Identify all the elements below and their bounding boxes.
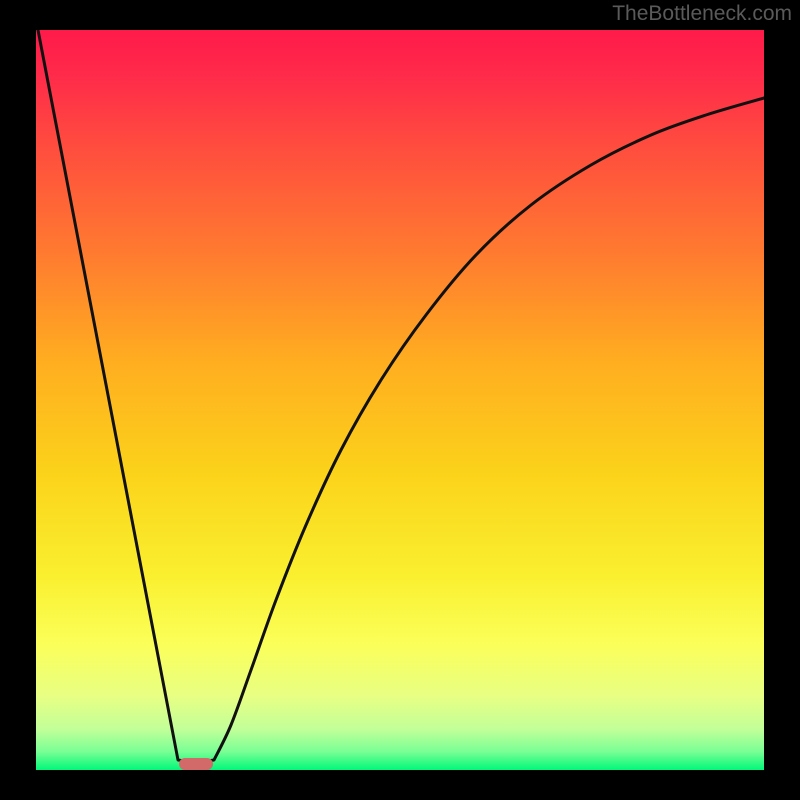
chart-plot-area (36, 30, 764, 770)
bottleneck-curve (36, 30, 764, 770)
watermark-text: TheBottleneck.com (612, 2, 792, 26)
optimal-point-marker (179, 758, 213, 770)
